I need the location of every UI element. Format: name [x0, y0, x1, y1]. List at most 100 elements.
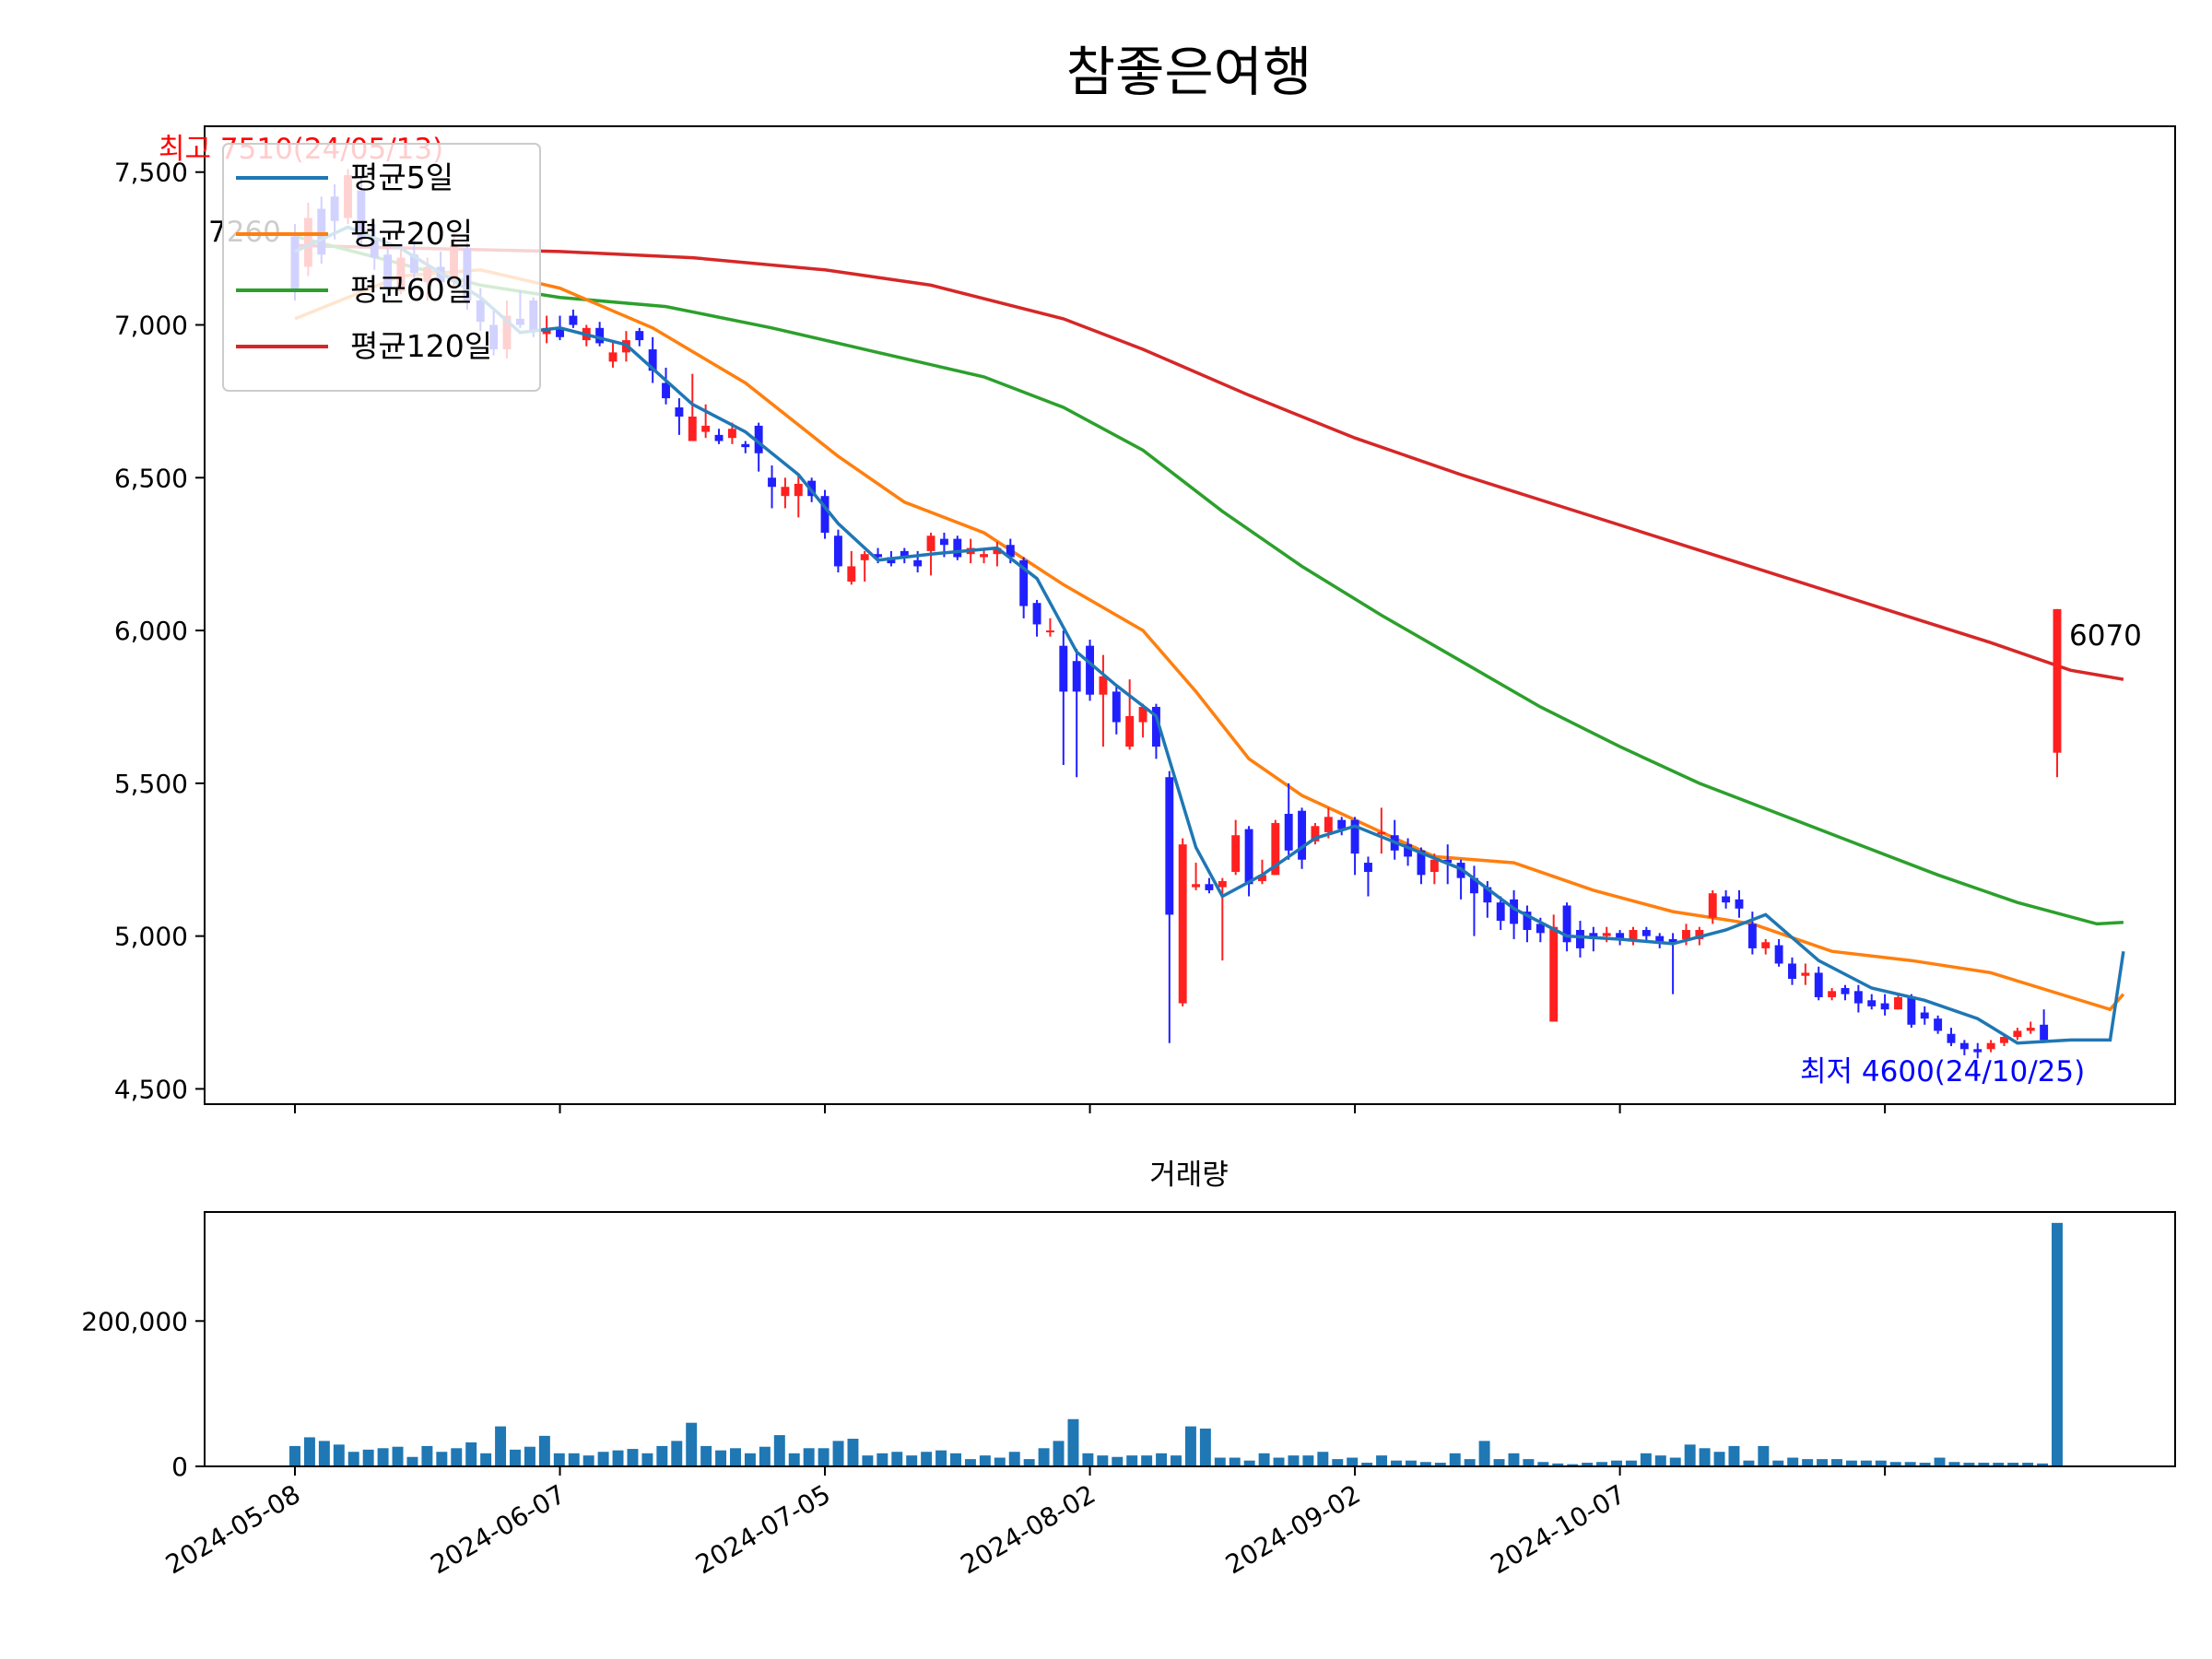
candle: [2040, 1009, 2049, 1043]
candle-body: [1973, 1049, 1983, 1053]
candle-body: [1867, 1000, 1877, 1006]
candle: [1125, 679, 1135, 750]
volume-bar: [1053, 1441, 1065, 1466]
price-y-axis: 4,500 5,000 5,500 6,000 6,500 7,000 7,500: [114, 158, 205, 1104]
volume-bar: [1156, 1453, 1168, 1466]
candle-body: [1920, 1012, 1929, 1019]
candle: [847, 550, 856, 585]
candle-body: [1602, 933, 1611, 936]
candle: [1311, 822, 1320, 845]
candle: [1934, 1015, 1943, 1034]
volume-bar: [1787, 1457, 1799, 1466]
candle: [1404, 838, 1413, 866]
candle: [1086, 640, 1095, 701]
volume-bar: [700, 1445, 712, 1466]
volume-bar: [627, 1449, 639, 1466]
candle: [1059, 630, 1068, 765]
volume-bar: [1948, 1462, 1960, 1466]
candle-body: [1510, 899, 1519, 924]
candle-body: [1404, 844, 1413, 857]
candle-body: [1443, 859, 1453, 864]
candle-body: [1205, 884, 1214, 890]
ma20-line: [294, 268, 2125, 1012]
volume-bar: [1273, 1457, 1285, 1466]
volume-bar: [568, 1453, 580, 1466]
candle-body: [781, 487, 790, 497]
candle: [1907, 994, 1916, 1029]
candle-body: [1695, 930, 1704, 939]
volume-bar: [436, 1452, 448, 1466]
date-x-tick-label: 2024-07-05: [690, 1478, 835, 1580]
candle: [1920, 1006, 1929, 1025]
volume-bar: [1978, 1463, 1990, 1466]
volume-bar: [538, 1435, 550, 1466]
volume-bar: [1082, 1453, 1094, 1466]
candle-body: [1059, 645, 1068, 692]
volume-bar: [862, 1455, 874, 1466]
ma120-line: [294, 243, 2124, 681]
candle-body: [675, 407, 684, 417]
volume-bar: [1728, 1445, 1740, 1466]
price-y-tick-label: 4,500: [114, 1074, 188, 1104]
candle-body: [1138, 706, 1147, 723]
candlesticks: [290, 169, 2125, 1059]
volume-bar: [1889, 1462, 1901, 1466]
volume-bar: [1464, 1459, 1476, 1466]
price-plot-frame: [204, 125, 2176, 1105]
candle-body: [1774, 945, 1783, 964]
volume-bar: [1934, 1457, 1946, 1466]
candle: [833, 529, 842, 573]
candle: [608, 340, 618, 368]
price-y-tick-label: 5,500: [114, 769, 188, 799]
volume-bar: [773, 1435, 785, 1466]
candle-body: [1629, 930, 1638, 939]
candle: [1510, 889, 1519, 939]
legend-box: [222, 143, 541, 392]
candle-body: [1708, 893, 1717, 918]
candle-body: [1682, 930, 1690, 939]
candle: [1496, 896, 1505, 931]
candle: [1774, 938, 1783, 967]
candle: [1947, 1028, 1956, 1047]
candle-body: [1218, 880, 1227, 888]
volume-bar: [730, 1448, 741, 1466]
volume-bar: [715, 1450, 727, 1466]
candle-body: [1959, 1042, 1969, 1050]
candle-body: [569, 315, 578, 325]
candle-body: [1788, 963, 1796, 980]
candle-body: [939, 538, 948, 546]
volume-bar: [979, 1455, 991, 1466]
candle-body: [1828, 991, 1837, 997]
candle: [794, 474, 803, 518]
candle: [953, 535, 962, 560]
candle: [1629, 926, 1638, 946]
candle-body: [1470, 877, 1478, 894]
candle: [1205, 877, 1214, 894]
volume-bar: [744, 1453, 756, 1466]
moving-average-lines: [294, 234, 2125, 1012]
candle-body: [662, 382, 670, 399]
volume-bar: [1391, 1460, 1402, 1466]
candle: [1788, 957, 1796, 985]
candle-body: [648, 349, 657, 371]
candle-body: [1363, 863, 1372, 873]
volume-bar: [1640, 1453, 1652, 1466]
volume-bar: [392, 1446, 404, 1466]
candle-body: [1735, 899, 1744, 909]
date-x-tick-label: 2024-10-07: [1486, 1478, 1630, 1580]
candle-body: [1244, 829, 1253, 885]
candle-body: [727, 429, 736, 439]
volume-bar: [1919, 1463, 1931, 1466]
volume-bar: [788, 1453, 800, 1466]
candle-body: [1099, 676, 1108, 695]
volume-bar: [1171, 1455, 1182, 1466]
candle-body: [926, 535, 935, 551]
volume-bar: [1097, 1455, 1109, 1466]
candle-body: [754, 425, 763, 453]
candle: [1284, 782, 1293, 860]
candle-body: [1112, 691, 1121, 723]
volume-bar: [1419, 1462, 1431, 1466]
candle-body: [1151, 706, 1160, 747]
volume-bar: [1347, 1457, 1359, 1466]
candle-body: [768, 477, 776, 488]
